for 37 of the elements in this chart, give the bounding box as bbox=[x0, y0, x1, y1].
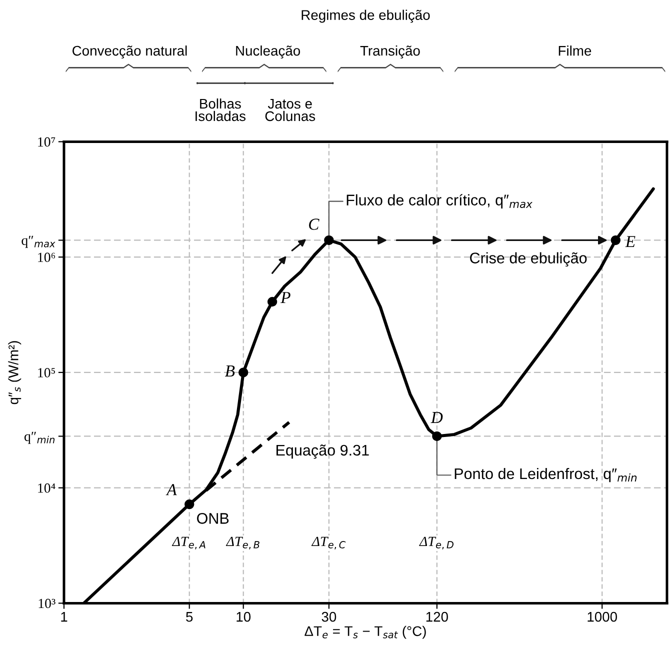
annotation: E bbox=[625, 236, 636, 247]
chart-title: Regimes de ebulição bbox=[302, 10, 430, 23]
x-tick-label: 120 bbox=[426, 612, 448, 622]
annotation: ONB bbox=[197, 513, 229, 524]
annotation: D bbox=[430, 412, 443, 423]
x-axis-title: ΔT$_{e}$ = T$_{s}$ − T$_{sat}$ (°C) bbox=[304, 626, 426, 639]
y-tick-label: q″$_{max}$ bbox=[22, 236, 56, 248]
annotation: C bbox=[309, 218, 320, 230]
annotation: B bbox=[225, 366, 235, 377]
annotation: A bbox=[166, 484, 177, 496]
ref-line-label: ΔT$_{e,D}$ bbox=[419, 536, 454, 550]
ref-line-label: ΔT$_{e,C}$ bbox=[311, 536, 346, 550]
x-tick-label: 5 bbox=[186, 612, 193, 622]
ref-line-label: ΔT$_{e,B}$ bbox=[226, 536, 260, 550]
ref-line-label: ΔT$_{e,A}$ bbox=[172, 536, 206, 550]
annotation: Fluxo de calor crítico, q″$_{max}$ bbox=[346, 194, 532, 208]
text: Transição bbox=[360, 45, 420, 59]
x-tick-label: 1000 bbox=[588, 612, 618, 622]
annotation: P bbox=[280, 292, 290, 303]
text: Bolhas Isoladas bbox=[196, 98, 246, 122]
annotation: Ponto de Leidenfrost, q″$_{min}$ bbox=[454, 468, 637, 482]
text: Convecção natural bbox=[72, 45, 187, 59]
y-tick-label: 10⁵ bbox=[38, 368, 55, 378]
text: Filme bbox=[558, 46, 592, 56]
y-tick-label: 10³ bbox=[38, 598, 56, 608]
y-axis-title: q″$_{s}$ (W/m²) bbox=[8, 341, 22, 404]
x-tick-label: 1 bbox=[61, 612, 68, 622]
text: Jatos e Colunas bbox=[265, 98, 316, 122]
x-tick-label: 30 bbox=[322, 612, 336, 622]
text: Nucleação bbox=[236, 45, 300, 59]
annotation: Equação 9.31 bbox=[276, 444, 369, 459]
y-tick-label: q″$_{min}$ bbox=[24, 432, 55, 444]
x-tick-label: 10 bbox=[236, 612, 251, 622]
y-tick-label: 10⁶ bbox=[38, 252, 56, 262]
annotation: Crise de ebulição bbox=[470, 252, 587, 267]
y-tick-label: 10⁷ bbox=[38, 137, 56, 147]
y-tick-label: 10⁴ bbox=[38, 483, 56, 493]
